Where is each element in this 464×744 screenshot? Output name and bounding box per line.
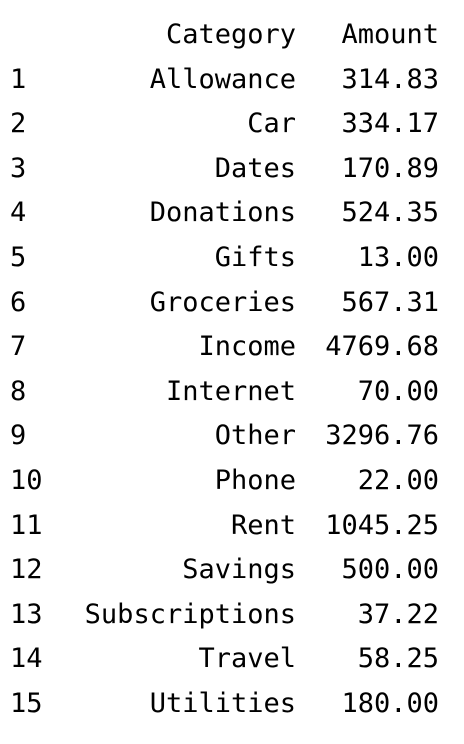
category-cell: Utilities xyxy=(149,687,296,719)
table-row: 2 Car 334.17 xyxy=(10,102,439,147)
category-amount-table: Category Amount 1 Allowance 314.83 2 Car 334.… xyxy=(10,13,439,727)
category-cell: Travel xyxy=(198,643,296,675)
table-row: 11 Rent 1045.25 xyxy=(10,504,439,549)
category-cell: Phone xyxy=(214,464,296,496)
row-index: 3 xyxy=(10,152,27,184)
category-cell: Savings xyxy=(182,554,296,586)
amount-cell: 58.25 xyxy=(357,643,439,675)
table-row: 7 Income 4769.68 xyxy=(10,325,439,370)
amount-cell: 1045.25 xyxy=(325,509,439,541)
row-index: 12 xyxy=(10,554,43,586)
category-cell: Gifts xyxy=(214,241,296,273)
category-cell: Groceries xyxy=(149,286,296,318)
amount-header: Amount xyxy=(341,19,439,50)
row-index: 14 xyxy=(10,643,43,675)
category-cell: Subscriptions xyxy=(84,598,296,630)
category-cell: Dates xyxy=(214,152,296,184)
table-row: 1 Allowance 314.83 xyxy=(10,58,439,103)
table-row: 15 Utilities 180.00 xyxy=(10,682,439,727)
row-index: 8 xyxy=(10,375,27,407)
table-row: 13 Subscriptions 37.22 xyxy=(10,593,439,638)
category-cell: Allowance xyxy=(149,63,296,95)
row-index: 9 xyxy=(10,420,27,452)
table-row: 3 Dates 170.89 xyxy=(10,147,439,192)
category-cell: Internet xyxy=(165,375,296,407)
amount-cell: 180.00 xyxy=(341,687,439,719)
dataframe-output: Category Amount 1 Allowance 314.83 2 Car 334.… xyxy=(10,13,439,727)
category-cell: Car xyxy=(247,108,296,140)
row-index: 13 xyxy=(10,598,43,630)
table-row: 4 Donations 524.35 xyxy=(10,191,439,236)
table-row: 10 Phone 22.00 xyxy=(10,459,439,504)
header-row: Category Amount xyxy=(10,13,439,58)
category-cell: Income xyxy=(198,331,296,363)
amount-cell: 3296.76 xyxy=(325,420,439,452)
row-index: 5 xyxy=(10,241,27,273)
table-body: 1 Allowance 314.83 2 Car 334.17 3 Dates 170.89 4 D… xyxy=(10,58,439,727)
category-header: Category xyxy=(165,19,296,50)
amount-cell: 13.00 xyxy=(357,241,439,273)
row-index: 4 xyxy=(10,197,27,229)
amount-cell: 567.31 xyxy=(341,286,439,318)
category-cell: Rent xyxy=(230,509,296,541)
amount-cell: 334.17 xyxy=(341,108,439,140)
table-row: 8 Internet 70.00 xyxy=(10,370,439,415)
category-cell: Other xyxy=(214,420,296,452)
table-row: 9 Other 3296.76 xyxy=(10,414,439,459)
amount-cell: 37.22 xyxy=(357,598,439,630)
table-row: 14 Travel 58.25 xyxy=(10,637,439,682)
amount-cell: 500.00 xyxy=(341,554,439,586)
amount-cell: 22.00 xyxy=(357,464,439,496)
amount-cell: 314.83 xyxy=(341,63,439,95)
row-index: 1 xyxy=(10,63,27,95)
row-index: 7 xyxy=(10,331,27,363)
row-index: 6 xyxy=(10,286,27,318)
table-row: 12 Savings 500.00 xyxy=(10,548,439,593)
index-header xyxy=(10,13,62,58)
amount-cell: 70.00 xyxy=(357,375,439,407)
amount-cell: 4769.68 xyxy=(325,331,439,363)
row-index: 2 xyxy=(10,108,27,140)
amount-cell: 170.89 xyxy=(341,152,439,184)
row-index: 15 xyxy=(10,687,43,719)
row-index: 10 xyxy=(10,464,43,496)
table-header: Category Amount xyxy=(10,13,439,58)
table-row: 6 Groceries 567.31 xyxy=(10,281,439,326)
row-index: 11 xyxy=(10,509,43,541)
table-row: 5 Gifts 13.00 xyxy=(10,236,439,281)
category-cell: Donations xyxy=(149,197,296,229)
amount-cell: 524.35 xyxy=(341,197,439,229)
